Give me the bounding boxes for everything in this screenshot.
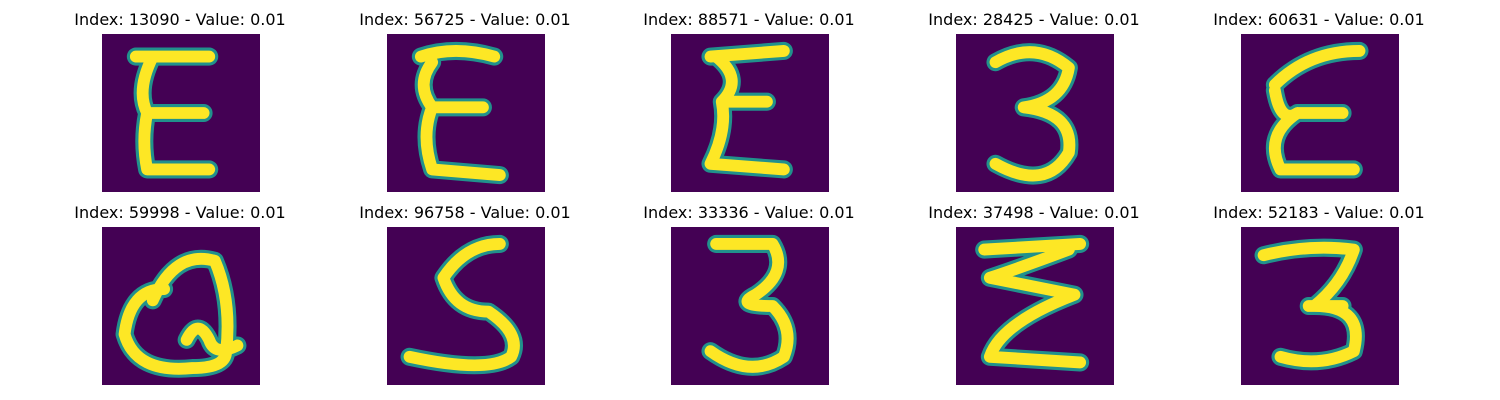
digit-image: [956, 227, 1114, 385]
panel-5: Index: 60631 - Value: 0.01: [1204, 0, 1434, 192]
panel-6: Index: 59998 - Value: 0.01: [65, 193, 295, 385]
panel-title: Index: 56725 - Value: 0.01: [359, 10, 571, 29]
digit-image: [956, 34, 1114, 192]
panel-4: Index: 28425 - Value: 0.01: [919, 0, 1149, 192]
panel-title: Index: 37498 - Value: 0.01: [928, 203, 1140, 222]
panel-2: Index: 56725 - Value: 0.01: [350, 0, 580, 192]
glyph-stroke: [704, 45, 790, 176]
glyph-stroke: [989, 46, 1076, 182]
panel-10: Index: 52183 - Value: 0.01: [1204, 193, 1434, 385]
panel-title: Index: 96758 - Value: 0.01: [359, 203, 571, 222]
digit-image: [671, 34, 829, 192]
glyph-stroke: [704, 238, 794, 373]
glyph-stroke: [403, 238, 520, 372]
digit-image: [1241, 34, 1399, 192]
panel-title: Index: 13090 - Value: 0.01: [74, 10, 286, 29]
digit-image: [387, 227, 545, 385]
glyph-stroke: [1257, 241, 1362, 368]
panel-title: Index: 28425 - Value: 0.01: [928, 10, 1140, 29]
digit-image: [671, 227, 829, 385]
glyph-stroke: [129, 50, 216, 176]
panel-title: Index: 60631 - Value: 0.01: [1213, 10, 1425, 29]
panel-3: Index: 88571 - Value: 0.01: [634, 0, 864, 192]
panel-9: Index: 37498 - Value: 0.01: [919, 193, 1149, 385]
panel-8: Index: 33336 - Value: 0.01: [634, 193, 864, 385]
panel-title: Index: 59998 - Value: 0.01: [74, 203, 286, 222]
glyph-stroke: [978, 238, 1087, 369]
panel-1: Index: 13090 - Value: 0.01: [65, 0, 295, 192]
digit-image: [1241, 227, 1399, 385]
digit-image: [102, 227, 260, 385]
glyph-stroke: [118, 252, 244, 375]
panel-7: Index: 96758 - Value: 0.01: [350, 193, 580, 385]
panel-title: Index: 33336 - Value: 0.01: [643, 203, 855, 222]
panel-title: Index: 52183 - Value: 0.01: [1213, 203, 1425, 222]
digit-image: [387, 34, 545, 192]
digit-image: [102, 34, 260, 192]
panel-title: Index: 88571 - Value: 0.01: [643, 10, 855, 29]
glyph-stroke: [1268, 45, 1366, 176]
glyph-stroke: [414, 45, 506, 181]
